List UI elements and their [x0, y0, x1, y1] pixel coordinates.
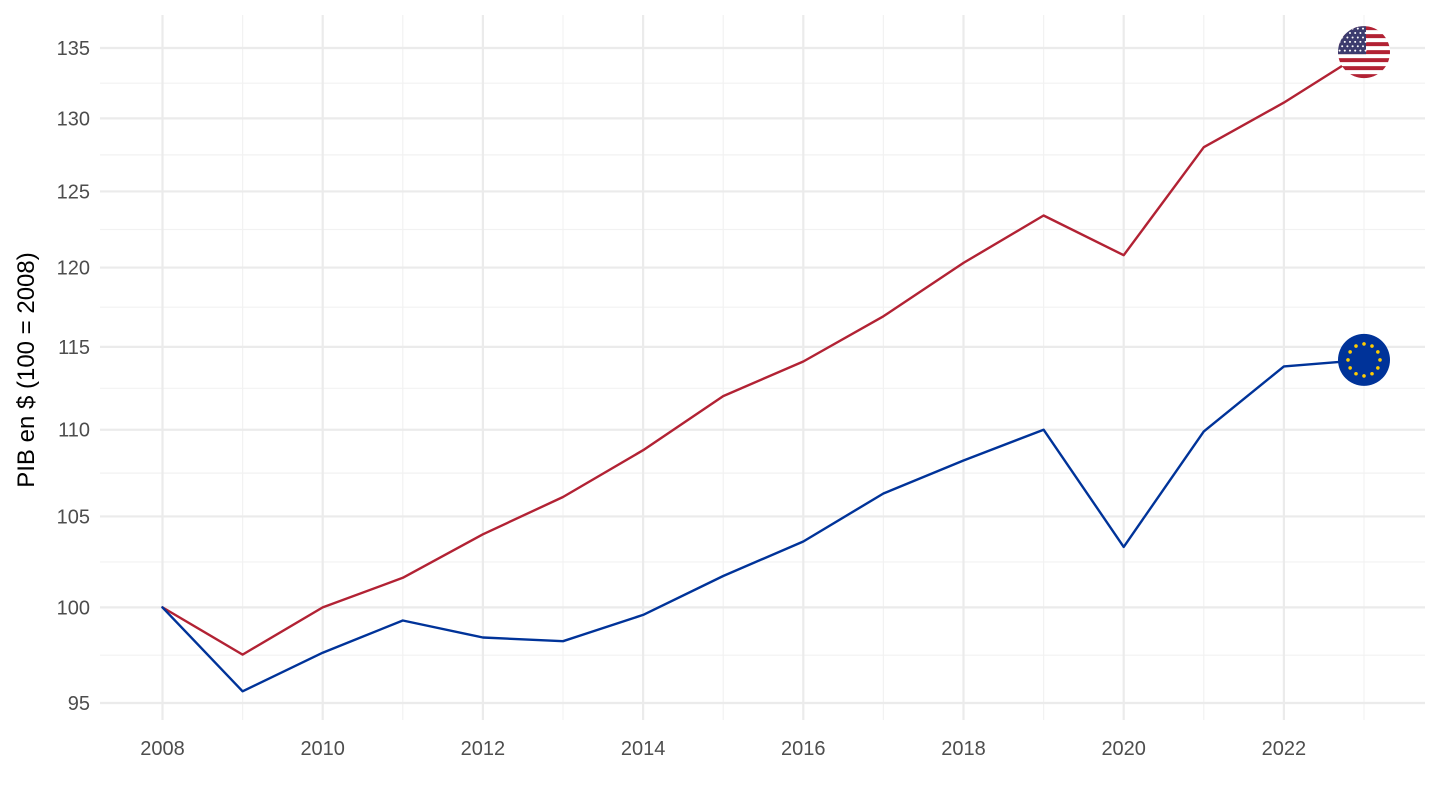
eu-flag-icon	[1338, 333, 1390, 386]
flag-star	[1338, 40, 1341, 43]
flag-star	[1341, 27, 1344, 30]
x-axis-ticks: 2008 2010 2012 2014 2016 2018 2020 2022	[140, 738, 1306, 760]
flag-star	[1336, 36, 1338, 38]
x-tick-label: 2016	[781, 738, 826, 760]
flag-star	[1351, 36, 1354, 39]
flag-star	[1351, 27, 1354, 30]
flag-stripe	[1338, 62, 1390, 67]
flag-star	[1354, 344, 1358, 348]
flag-star	[1349, 40, 1351, 43]
flag-star	[1370, 371, 1374, 376]
flag-star	[1376, 366, 1380, 370]
series-line	[161, 50, 1366, 656]
y-axis-ticks: 95 100 105 110 115 120 125 130 135	[57, 38, 90, 715]
flag-star	[1351, 45, 1354, 48]
flag-star	[1356, 27, 1359, 30]
y-tick-label: 110	[58, 420, 90, 442]
flag-star	[1338, 32, 1341, 35]
flag-star	[1364, 40, 1367, 43]
flag-star	[1359, 32, 1362, 35]
flag-star	[1362, 45, 1364, 48]
flag-star	[1346, 27, 1349, 30]
flag-star	[1348, 350, 1352, 354]
flag-star	[1370, 344, 1374, 348]
y-axis-title: PIB en $ (100 = 2008)	[13, 252, 40, 488]
y-tick-label: 120	[57, 258, 90, 280]
minor-grid-y	[100, 82, 1425, 656]
flag-star	[1354, 32, 1357, 35]
y-tick-label: 115	[58, 337, 90, 359]
flag-star	[1346, 358, 1350, 362]
flag-star	[1341, 36, 1344, 39]
flag-star	[1356, 45, 1359, 48]
flag-star	[1354, 49, 1357, 52]
flag-star	[1362, 27, 1364, 30]
flag-star	[1354, 371, 1358, 376]
flag-star	[1348, 366, 1352, 370]
flag-star	[1378, 358, 1382, 362]
major-grid-y	[100, 46, 1425, 705]
minor-grid-x	[242, 15, 1365, 720]
flag-star	[1362, 36, 1364, 39]
y-tick-label: 135	[57, 38, 90, 60]
flag-star	[1349, 32, 1351, 35]
flag-star	[1359, 40, 1362, 43]
flag-star	[1343, 49, 1346, 52]
flag-star	[1362, 374, 1366, 378]
flag-star	[1364, 32, 1367, 35]
y-tick-label: 125	[57, 181, 90, 203]
flag-star	[1349, 49, 1351, 52]
flag-star	[1364, 49, 1367, 52]
flag-stripe	[1338, 54, 1390, 59]
x-tick-label: 2012	[461, 738, 506, 760]
us-flag-icon	[1336, 26, 1390, 79]
flag-star	[1356, 36, 1359, 39]
flag-star	[1338, 49, 1341, 52]
x-tick-label: 2010	[300, 738, 345, 760]
y-tick-label: 105	[57, 506, 90, 528]
flag-stripe	[1338, 58, 1390, 63]
x-tick-label: 2022	[1262, 738, 1307, 760]
y-tick-label: 130	[57, 108, 90, 130]
x-tick-label: 2008	[140, 738, 185, 760]
series-line	[161, 358, 1366, 693]
flag-background	[1338, 333, 1390, 386]
y-tick-label: 95	[68, 693, 90, 715]
flag-star	[1341, 45, 1344, 48]
y-tick-label: 100	[57, 597, 90, 619]
x-tick-label: 2020	[1101, 738, 1146, 760]
flag-star	[1376, 350, 1380, 354]
flag-star	[1362, 342, 1366, 346]
flag-star	[1346, 45, 1349, 48]
flag-stripe	[1338, 70, 1390, 75]
flag-star	[1343, 40, 1346, 43]
flag-stripe	[1338, 74, 1390, 79]
flag-stripe	[1338, 66, 1390, 71]
major-grid-x	[161, 15, 1286, 720]
flag-star	[1354, 40, 1357, 43]
flag-star	[1346, 36, 1349, 39]
flag-star	[1343, 32, 1346, 35]
flag-star	[1336, 28, 1338, 30]
series-lines	[161, 50, 1366, 693]
x-tick-label: 2014	[621, 738, 666, 760]
x-tick-label: 2018	[941, 738, 986, 760]
flag-star	[1359, 49, 1362, 52]
